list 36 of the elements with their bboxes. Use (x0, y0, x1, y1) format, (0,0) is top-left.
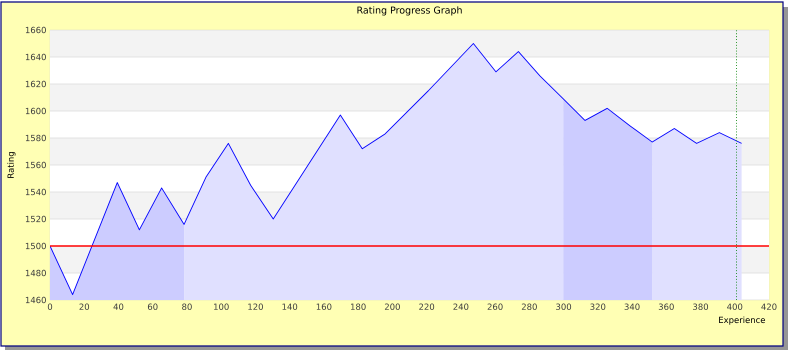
x-tick-label: 140 (282, 304, 298, 310)
x-axis-title: Experience (719, 316, 766, 325)
x-tick-label: 120 (248, 304, 263, 310)
x-tick-label: 180 (351, 304, 366, 310)
x-tick-label: 320 (590, 304, 606, 310)
y-tick-label: 1620 (26, 80, 46, 88)
y-tick-label: 1560 (26, 162, 46, 168)
x-tick-label: 420 (761, 304, 777, 310)
y-tick-label: 1660 (26, 26, 46, 34)
x-tick-label: 0 (48, 304, 52, 310)
x-tick-label: 380 (693, 304, 708, 310)
y-tick-label: 1520 (26, 216, 46, 222)
x-tick-label: 200 (384, 304, 400, 310)
x-tick-label: 160 (316, 304, 332, 310)
y-tick-label: 1460 (26, 296, 46, 304)
x-tick-label: 280 (522, 304, 537, 310)
y-tick-label: 1540 (26, 188, 46, 196)
y-tick-label: 1640 (26, 54, 46, 60)
x-tick-label: 20 (79, 304, 90, 310)
x-tick-label: 40 (114, 304, 124, 310)
y-tick-label: 1580 (26, 134, 46, 142)
y-tick-label: 1600 (26, 108, 46, 114)
x-tick-label: 240 (453, 304, 468, 310)
y-axis-title: Rating (7, 152, 16, 178)
x-tick-label: 400 (727, 304, 742, 310)
x-tick-label: 260 (488, 304, 503, 310)
x-tick-label: 340 (624, 304, 640, 310)
y-tick-label: 1480 (26, 270, 46, 276)
chart-title: Rating Progress Graph (357, 6, 462, 16)
x-tick-label: 300 (556, 304, 572, 310)
y-tick-label: 1500 (26, 242, 46, 250)
x-tick-label: 220 (419, 304, 434, 310)
x-tick-label: 80 (182, 304, 192, 310)
x-tick-label: 60 (148, 304, 158, 310)
x-tick-label: 100 (214, 304, 229, 310)
x-tick-label: 360 (658, 304, 674, 310)
